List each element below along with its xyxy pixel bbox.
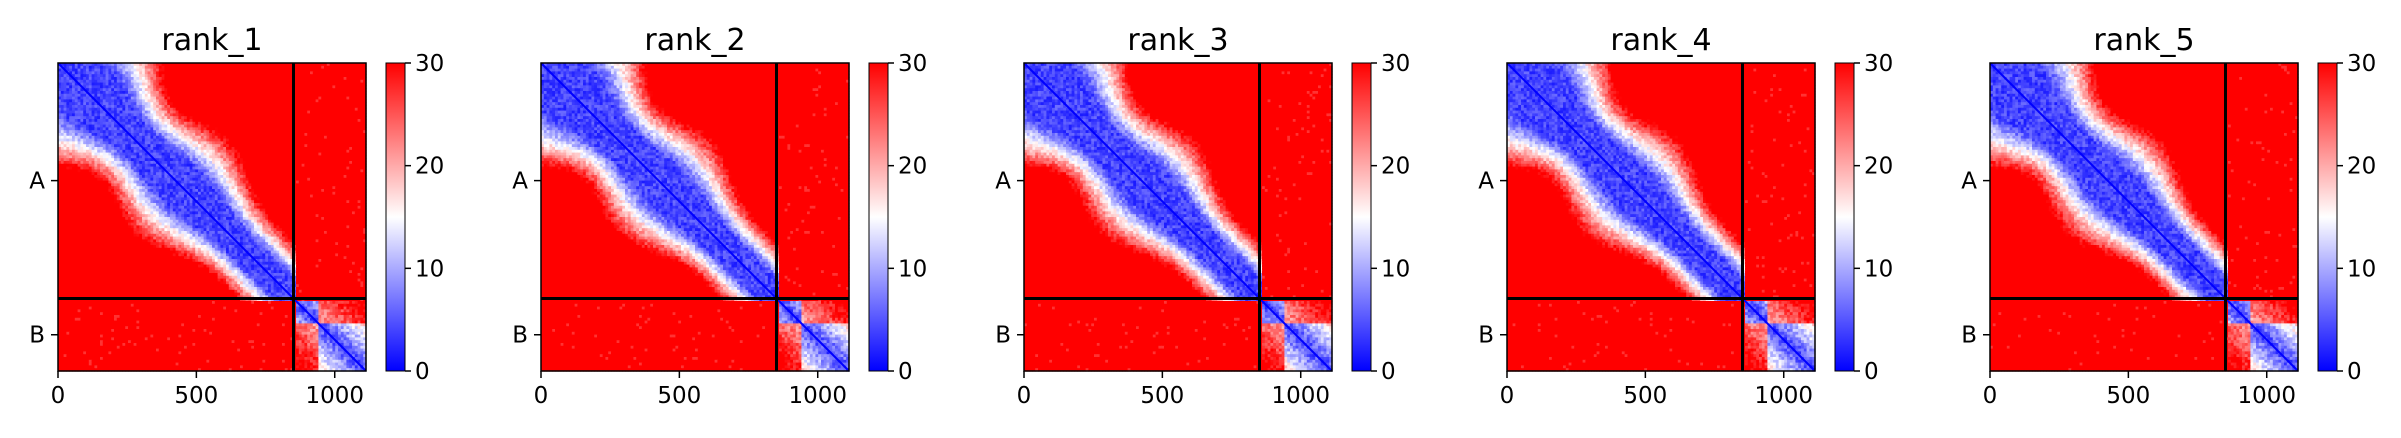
panel-title: rank_1: [161, 23, 262, 58]
